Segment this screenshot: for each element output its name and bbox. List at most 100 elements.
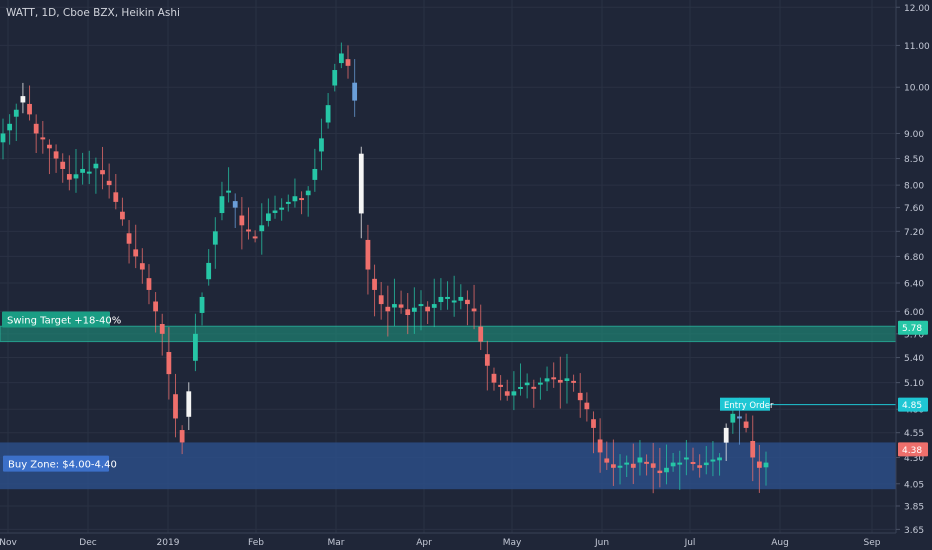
candle (697, 454, 703, 478)
candle (445, 281, 450, 310)
candle-body (153, 301, 158, 312)
candle-body (637, 457, 643, 463)
candle (73, 149, 79, 193)
candle-body (763, 462, 769, 468)
candle (86, 150, 92, 185)
candle (617, 454, 623, 485)
y-tick-label: 6.40 (904, 280, 924, 290)
candle (703, 446, 709, 475)
candle-body (524, 382, 530, 386)
candle-body (126, 233, 132, 244)
candle-body (60, 161, 66, 169)
candle (637, 440, 643, 476)
candle (199, 292, 205, 326)
candle (551, 362, 557, 388)
y-tick-label: 6.80 (904, 253, 924, 263)
candle-body (53, 151, 59, 159)
candle (66, 155, 72, 191)
candle (319, 118, 324, 171)
candle (279, 198, 285, 221)
candle (571, 374, 576, 392)
candle-body (378, 295, 384, 305)
candle-body (611, 464, 616, 468)
candle (465, 290, 470, 326)
candle (179, 425, 185, 455)
candle (53, 144, 59, 173)
candle (358, 146, 364, 239)
candle-body (146, 278, 152, 290)
candle-body (624, 462, 630, 465)
candle-body (697, 465, 703, 468)
candle (604, 441, 610, 470)
candle-body (325, 105, 331, 123)
candle-body (438, 296, 444, 303)
swing-target-label-bg (2, 311, 110, 328)
candle (113, 173, 119, 210)
candle-body (166, 352, 172, 375)
y-tick-label: 5.10 (904, 379, 924, 389)
candle (584, 392, 590, 422)
candle (392, 278, 397, 327)
y-tick-label: 4.55 (904, 429, 924, 439)
candle-body (259, 225, 265, 232)
candle (518, 363, 523, 396)
candle-body (219, 196, 225, 214)
candle (597, 418, 603, 473)
candle (27, 85, 32, 121)
entry-order-label: Entry Order (720, 397, 774, 411)
candle-body (73, 174, 79, 179)
time-axis[interactable]: Nov Dec 2019 Feb Mar Apr May Jun Jul Aug Sep (0, 532, 932, 550)
candle (577, 373, 583, 418)
candle (531, 379, 537, 408)
candle (763, 451, 769, 486)
candle (398, 290, 404, 314)
candle (106, 163, 112, 199)
candle (564, 353, 570, 404)
candle-body (571, 380, 576, 383)
candle-body (584, 402, 590, 410)
swing-target-label-text: Swing Target +18-40% (7, 315, 121, 326)
candle (239, 197, 245, 250)
candle (133, 224, 139, 269)
x-tick-label: May (503, 538, 522, 548)
price-axis[interactable]: 12.00 11.00 10.00 9.00 8.50 8.00 7.60 7.20 6.80 6… (895, 0, 932, 550)
candle (378, 281, 384, 320)
price-axis-bg (896, 0, 932, 550)
candle (153, 292, 158, 333)
candle-body (305, 190, 311, 196)
candle (630, 443, 636, 485)
candle-body (557, 379, 563, 383)
candle-body (564, 378, 570, 382)
candle-body (591, 419, 596, 428)
candle (120, 197, 125, 226)
x-tick-label: 2019 (157, 538, 180, 548)
candle (312, 148, 318, 192)
candle (644, 454, 649, 476)
candle (372, 264, 377, 317)
candle (33, 114, 39, 154)
candle (352, 59, 358, 117)
candle-body (750, 440, 756, 458)
candle-body (120, 211, 125, 220)
candle (365, 224, 371, 295)
candle (219, 181, 225, 221)
candle (159, 313, 165, 356)
candle (7, 114, 13, 145)
candle-body (100, 170, 105, 175)
candle-body (299, 198, 304, 201)
candle-body (292, 196, 298, 202)
candle-body (398, 304, 404, 308)
candle-body (657, 470, 663, 474)
price-label-text: 4.38 (902, 446, 922, 456)
candle-body (193, 333, 198, 361)
candle-body (239, 215, 245, 226)
candle-body (47, 144, 52, 149)
y-tick-label: 8.00 (904, 182, 924, 192)
candle-body (544, 378, 550, 382)
x-tick-label: Dec (79, 538, 96, 548)
y-tick-label: 3.85 (904, 502, 924, 512)
candle (60, 153, 66, 183)
candle (670, 452, 676, 472)
